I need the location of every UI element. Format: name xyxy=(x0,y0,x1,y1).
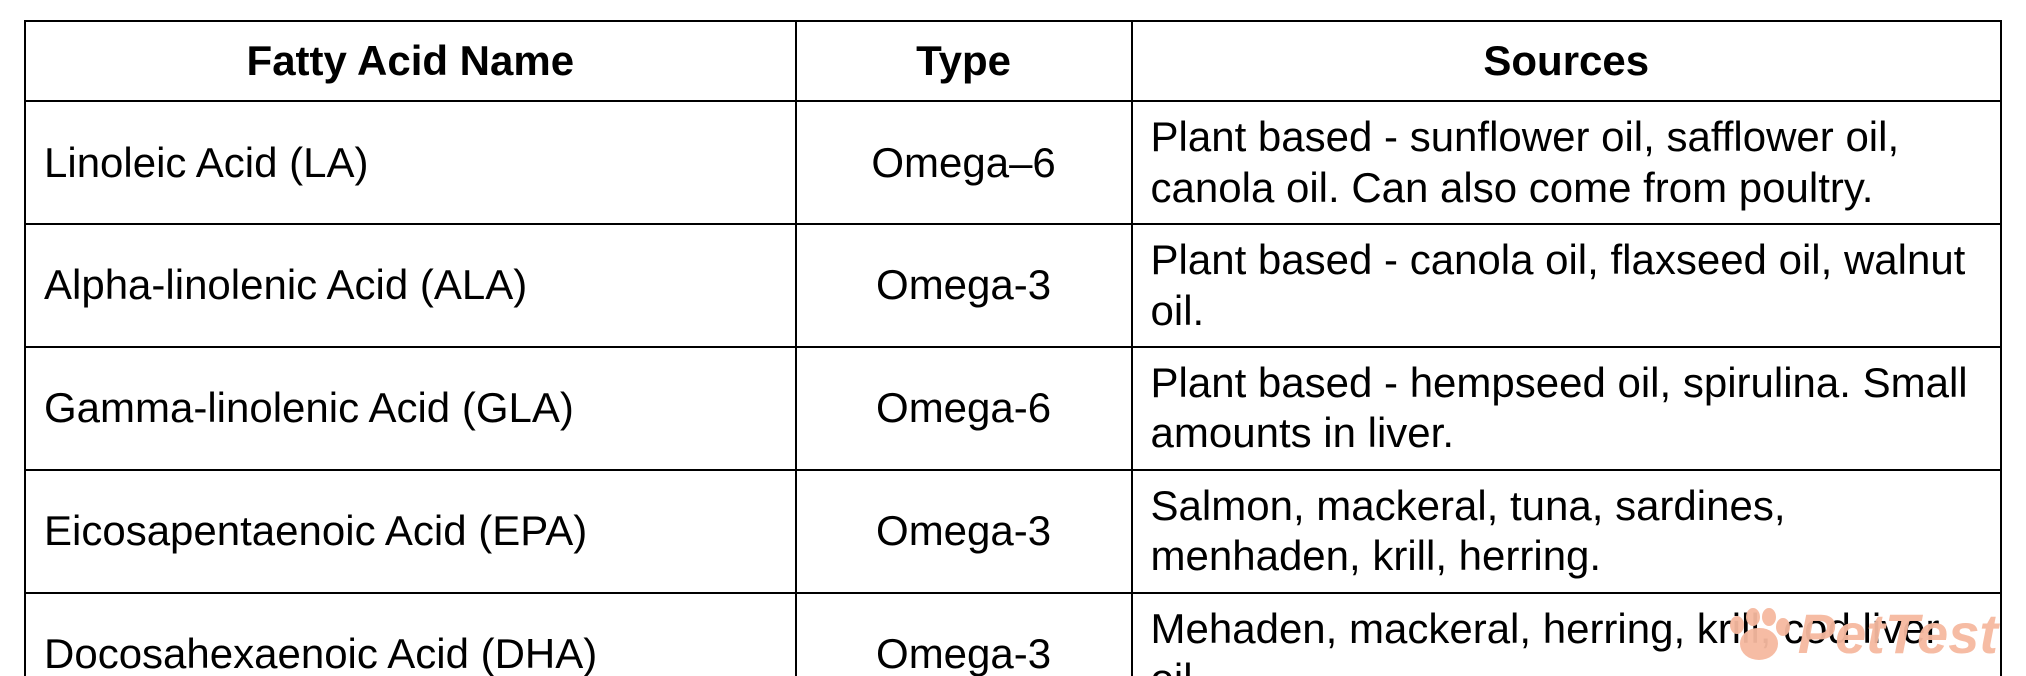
table-row: Alpha-linolenic Acid (ALA) Omega-3 Plant… xyxy=(25,224,2001,347)
cell-sources: Mehaden, mackeral, herring, krill, cod l… xyxy=(1132,593,2001,676)
cell-sources: Plant based - canola oil, flaxseed oil, … xyxy=(1132,224,2001,347)
cell-name: Alpha-linolenic Acid (ALA) xyxy=(25,224,796,347)
cell-sources: Plant based - hempseed oil, spirulina. S… xyxy=(1132,347,2001,470)
cell-type: Omega-3 xyxy=(796,593,1132,676)
table-header-row: Fatty Acid Name Type Sources xyxy=(25,21,2001,101)
cell-type: Omega-6 xyxy=(796,347,1132,470)
fatty-acid-table: Fatty Acid Name Type Sources Linoleic Ac… xyxy=(24,20,2002,676)
cell-name: Docosahexaenoic Acid (DHA) xyxy=(25,593,796,676)
cell-type: Omega-3 xyxy=(796,224,1132,347)
table-row: Linoleic Acid (LA) Omega–6 Plant based -… xyxy=(25,101,2001,224)
cell-type: Omega-3 xyxy=(796,470,1132,593)
col-header-type: Type xyxy=(796,21,1132,101)
cell-sources: Salmon, mackeral, tuna, sardines, menhad… xyxy=(1132,470,2001,593)
col-header-name: Fatty Acid Name xyxy=(25,21,796,101)
page-container: Fatty Acid Name Type Sources Linoleic Ac… xyxy=(0,0,2026,676)
cell-name: Eicosapentaenoic Acid (EPA) xyxy=(25,470,796,593)
col-header-sources: Sources xyxy=(1132,21,2001,101)
table-row: Eicosapentaenoic Acid (EPA) Omega-3 Salm… xyxy=(25,470,2001,593)
table-row: Gamma-linolenic Acid (GLA) Omega-6 Plant… xyxy=(25,347,2001,470)
table-row: Docosahexaenoic Acid (DHA) Omega-3 Mehad… xyxy=(25,593,2001,676)
cell-name: Linoleic Acid (LA) xyxy=(25,101,796,224)
cell-sources: Plant based - sunflower oil, safflower o… xyxy=(1132,101,2001,224)
cell-type: Omega–6 xyxy=(796,101,1132,224)
cell-name: Gamma-linolenic Acid (GLA) xyxy=(25,347,796,470)
